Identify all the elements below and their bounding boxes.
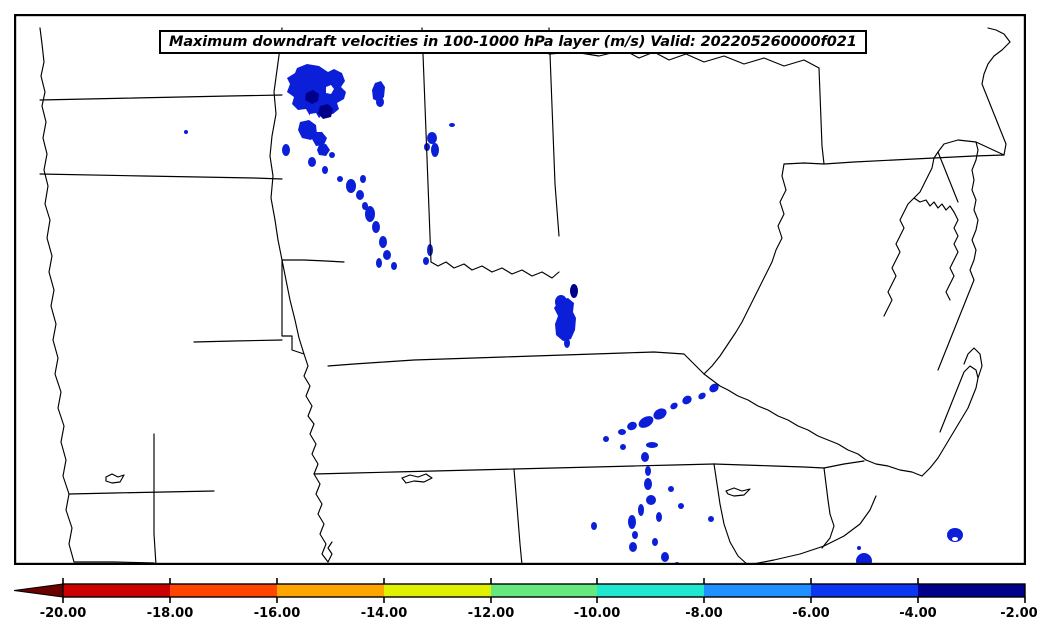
colorbar-graphic: -20.00 -18.00 -16.00 -14.00 -12.00 -10.0… [13,578,1038,621]
map-graphic [14,14,1026,565]
state-boundaries [39,27,1011,565]
plot-title-text: Maximum downdraft velocities in 100-1000… [169,34,857,50]
colorbar: -20.00 -18.00 -16.00 -14.00 -12.00 -10.0… [0,575,1040,633]
colorbar-tick-label: -10.00 [574,606,621,621]
colorbar-extend-min [13,583,64,598]
colorbar-tick-label: -18.00 [147,606,194,621]
colorbar-tick-label: -6.00 [792,606,829,621]
downdraft-shading-layer [184,64,963,565]
colorbar-bands [62,583,1026,598]
colorbar-ticks [62,578,1026,603]
colorbar-tick-label: -4.00 [899,606,936,621]
map-frame [14,14,1026,565]
map-background [14,14,1026,565]
colorbar-tick-label: -20.00 [40,606,87,621]
map-panel: Maximum downdraft velocities in 100-1000… [14,14,1026,565]
colorbar-tick-label: -12.00 [468,606,515,621]
colorbar-tick-label: -16.00 [254,606,301,621]
colorbar-tick-label: -14.00 [361,606,408,621]
colorbar-tick-labels: -20.00 -18.00 -16.00 -14.00 -12.00 -10.0… [40,606,1038,621]
plot-title-box: Maximum downdraft velocities in 100-1000… [159,30,867,54]
colorbar-tick-label: -8.00 [685,606,722,621]
colorbar-tick-label: -2.00 [1000,606,1037,621]
